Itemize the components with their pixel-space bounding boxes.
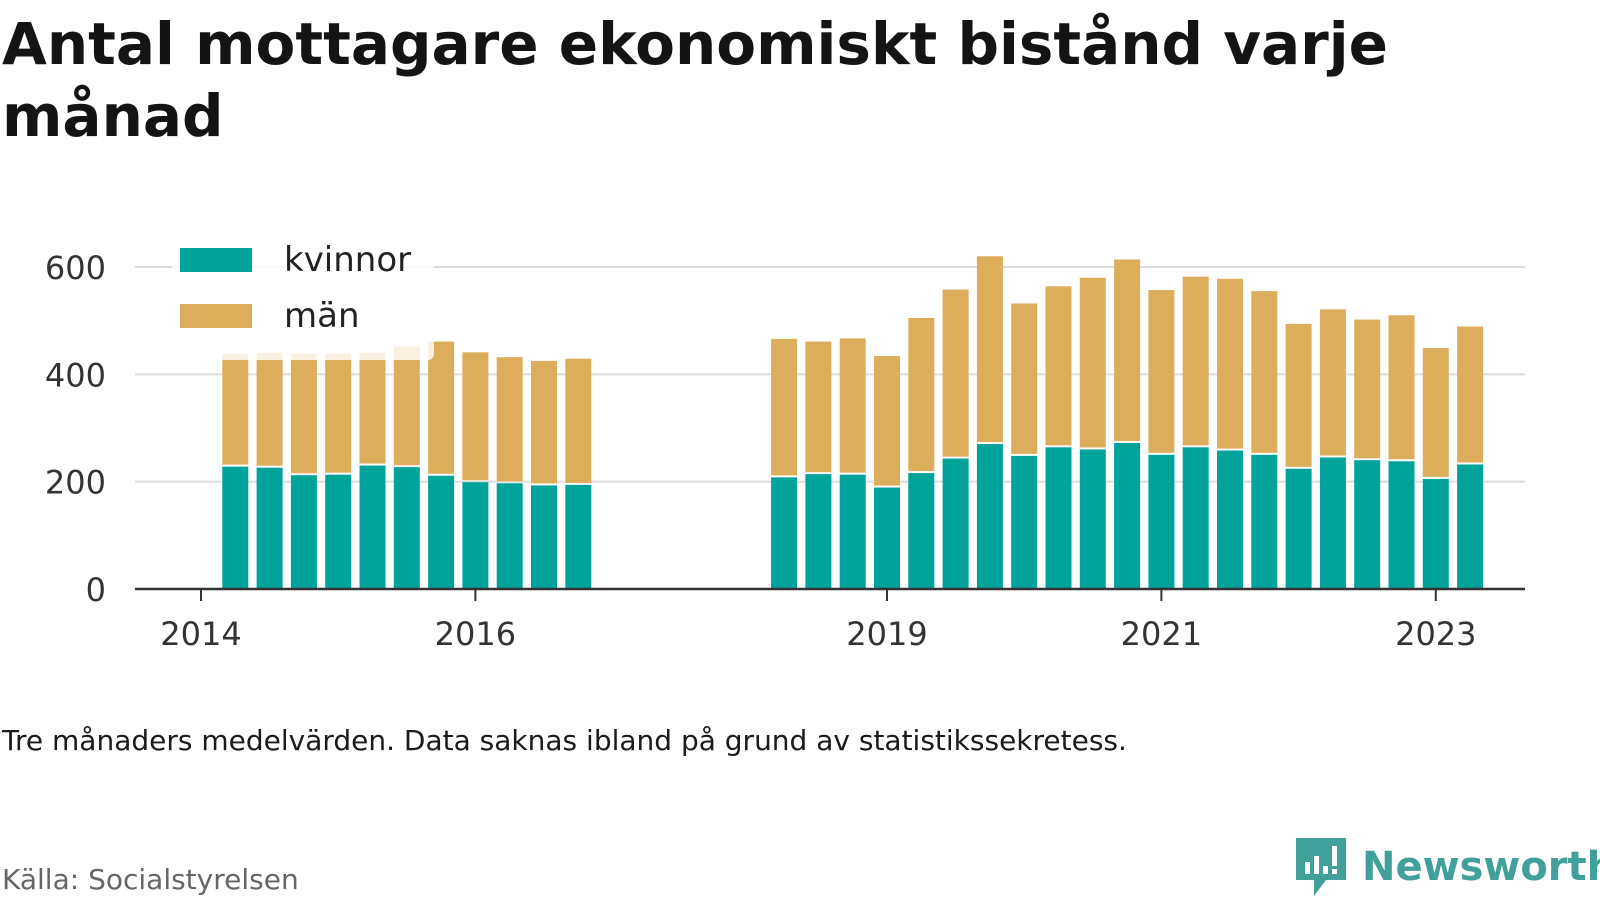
bar-kvinnor [1354,460,1381,589]
bar-man [325,353,352,473]
bar-man [1285,323,1312,467]
bar-kvinnor [290,475,317,589]
bar-kvinnor [976,444,1003,589]
brand-logo[interactable]: Newsworthy [1296,838,1600,896]
bar-man [1251,291,1278,453]
bar-man [805,341,832,473]
x-tick-label: 2019 [846,615,927,653]
bar-man [1148,290,1175,453]
bar-kvinnor [908,473,935,589]
bar-kvinnor [1285,468,1312,589]
bar-kvinnor [428,475,455,589]
bar-man [1045,286,1072,446]
newsworthy-logo-icon [1296,838,1346,896]
bar-man [839,338,866,473]
bar-man [1354,319,1381,459]
bar-man [771,338,798,476]
bar-man [359,352,386,464]
bar-man [222,353,249,465]
legend-item-man: män [180,296,360,336]
bar-kvinnor [1319,457,1346,589]
bar-kvinnor [942,458,969,589]
bar-kvinnor [359,465,386,589]
bar-kvinnor [1457,464,1484,589]
y-tick-label: 0 [86,571,106,609]
bar-man [874,356,900,486]
y-tick-label: 600 [45,249,106,287]
bar-kvinnor [1114,443,1141,589]
y-tick-label: 200 [45,464,106,502]
bar-man [496,357,523,482]
bar-man [1011,303,1038,454]
x-tick-label: 2023 [1395,615,1476,653]
legend: kvinnor män [172,232,434,360]
bar-man [1182,276,1209,446]
bar-man [1217,278,1243,449]
bar-man [942,289,969,457]
bar-kvinnor [1148,454,1175,589]
bar-man [1388,315,1415,460]
bar-kvinnor [1011,455,1038,589]
bar-kvinnor [393,467,420,589]
bar-kvinnor [565,484,592,589]
x-tick-label: 2016 [435,615,516,653]
bar-man [565,358,592,483]
bar-man [531,360,557,484]
bar-man [290,353,317,474]
bar-kvinnor [1182,447,1209,589]
bar-kvinnor [771,477,798,589]
bar-kvinnor [1045,447,1072,589]
bar-kvinnor [222,466,249,589]
bar-man [462,352,489,481]
bar-kvinnor [1217,450,1243,589]
bar-man [1079,277,1106,448]
x-tick-label: 2021 [1121,615,1202,653]
y-tick-label: 400 [45,356,106,394]
chart-note: Tre månaders medelvärden. Data saknas ib… [2,724,1127,757]
chart-title: Antal mottagare ekonomiskt bistånd varje… [2,10,1388,150]
bar-man [908,317,935,472]
bar-man [1422,348,1449,477]
source-label: Källa: Socialstyrelsen [2,863,299,896]
bar-man [976,256,1003,443]
legend-swatch-kvinnor [180,248,252,272]
bar-kvinnor [1422,478,1449,589]
bar-man [1319,309,1346,456]
x-tick-label: 2014 [160,615,241,653]
bar-kvinnor [1251,454,1278,589]
bar-chart: 0 200 400 600 2014 2016 2019 2021 2023 [45,249,1525,653]
bar-kvinnor [256,467,283,589]
bar-kvinnor [874,487,900,589]
legend-swatch-man [180,304,252,328]
bar-kvinnor [805,474,832,589]
bar-man [1457,326,1484,463]
bar-kvinnor [531,485,557,589]
bar-man [256,352,283,466]
bar-man [1114,259,1141,442]
bar-kvinnor [1388,461,1415,589]
bar-kvinnor [839,474,866,589]
chart-area: 0 200 400 600 2014 2016 2019 2021 2023 [0,220,1600,680]
bar-kvinnor [1079,449,1106,589]
bar-man [393,346,420,466]
legend-label-kvinnor: kvinnor [284,240,412,280]
bar-kvinnor [462,482,489,589]
bar-man [428,341,455,474]
legend-item-kvinnor: kvinnor [180,240,411,280]
legend-label-man: män [284,296,360,336]
brand-name: Newsworthy [1362,844,1600,890]
bar-kvinnor [325,474,352,589]
bar-kvinnor [496,483,523,589]
